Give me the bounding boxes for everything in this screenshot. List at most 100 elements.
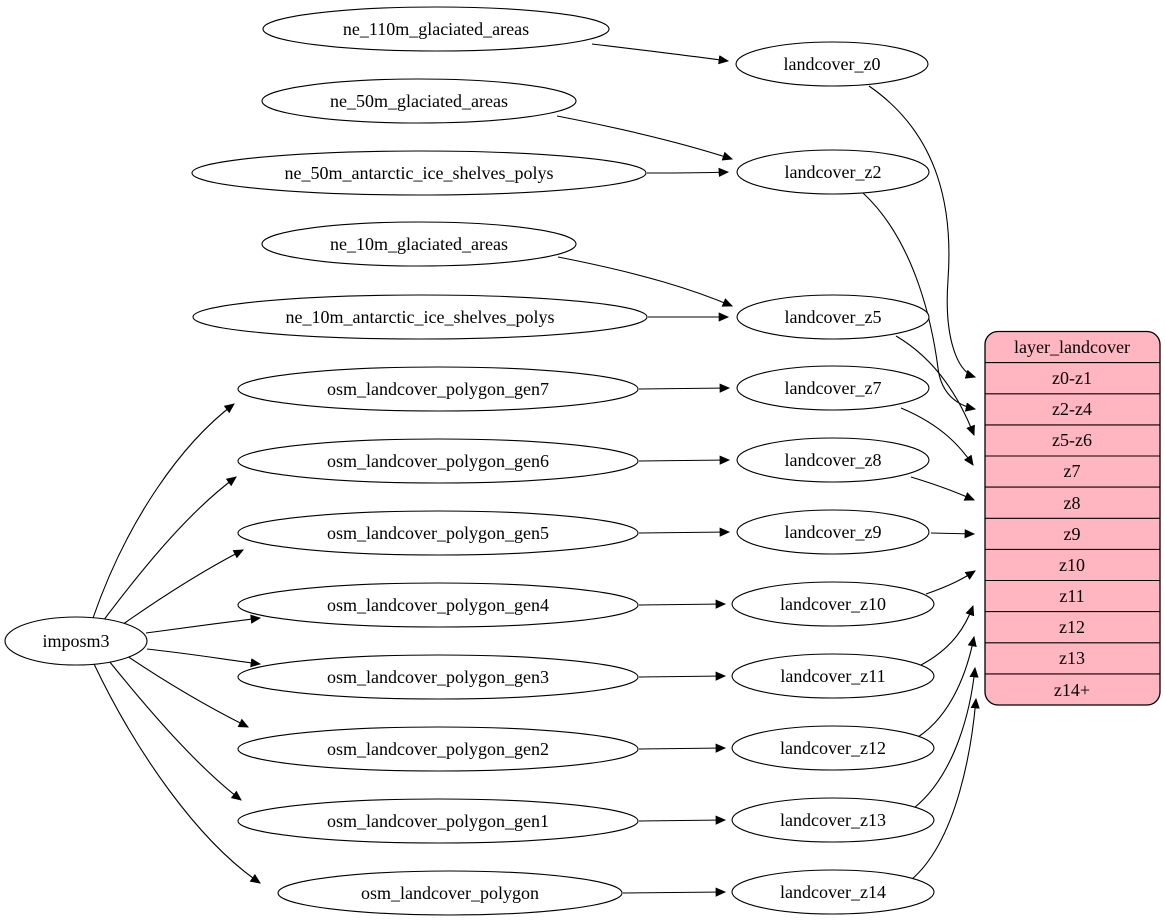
node-ne_10m_glaciated_areas: ne_10m_glaciated_areas: [261, 221, 577, 267]
node-landcover_z5: landcover_z5: [736, 294, 930, 340]
node-ne_10m_antarctic_ice_shelves_polys: ne_10m_antarctic_ice_shelves_polys: [192, 294, 648, 340]
edge-landcover_z7-row-z7: [900, 407, 974, 466]
node-osm_landcover_polygon: osm_landcover_polygon: [277, 870, 623, 916]
edge-ne_50m_glaciated_areas-landcover_z2: [556, 115, 734, 161]
edge-landcover_z14-row-z14plus: [910, 697, 980, 881]
node-imposm3-label: imposm3: [42, 631, 109, 651]
edge-imposm3-osm_landcover_polygon_gen4: [145, 614, 262, 634]
table-row-label-z8: z8: [1064, 493, 1081, 513]
node-landcover_z13-label: landcover_z13: [780, 810, 886, 830]
edge-landcover_z12-row-z12: [917, 635, 977, 738]
node-landcover_z12: landcover_z12: [731, 725, 935, 771]
edge-landcover_z9-row-z9: [930, 529, 976, 539]
node-osm_landcover_polygon_gen5: osm_landcover_polygon_gen5: [237, 510, 639, 556]
edge-osm_landcover_polygon_gen1-landcover_z13: [638, 815, 727, 825]
table-row-label-z11: z11: [1059, 586, 1084, 606]
node-imposm3-shape: [4, 616, 148, 666]
edge-landcover_z13-row-z13: [913, 666, 979, 809]
node-landcover_z2-label: landcover_z2: [785, 162, 882, 182]
node-osm_landcover_polygon_gen7-shape: [237, 366, 639, 412]
table-row-label-z12: z12: [1059, 617, 1085, 637]
node-landcover_z14: landcover_z14: [731, 869, 935, 915]
node-ne_10m_antarctic_ice_shelves_polys-label: ne_10m_antarctic_ice_shelves_polys: [286, 307, 555, 327]
node-osm_landcover_polygon_gen3-shape: [237, 654, 639, 700]
node-osm_landcover_polygon_gen2: osm_landcover_polygon_gen2: [237, 726, 639, 772]
node-osm_landcover_polygon_gen3-label: osm_landcover_polygon_gen3: [327, 667, 549, 687]
node-osm_landcover_polygon_gen1: osm_landcover_polygon_gen1: [237, 798, 639, 844]
node-landcover_z11: landcover_z11: [731, 653, 935, 699]
node-landcover_z11-shape: [731, 653, 935, 699]
node-landcover_z2: landcover_z2: [736, 149, 930, 195]
edge-imposm3-osm_landcover_polygon_gen1: [108, 660, 242, 801]
node-landcover_z9-label: landcover_z9: [785, 522, 882, 542]
node-osm_landcover_polygon_gen4-label: osm_landcover_polygon_gen4: [327, 595, 549, 615]
table-row-label-z13: z13: [1059, 648, 1085, 668]
node-landcover_z0-label: landcover_z0: [784, 54, 881, 74]
node-osm_landcover_polygon_gen6-shape: [237, 438, 639, 484]
edge-landcover_z5-row-z5-z6: [895, 335, 975, 437]
node-osm_landcover_polygon-shape: [277, 870, 623, 916]
node-ne_50m_antarctic_ice_shelves_polys: ne_50m_antarctic_ice_shelves_polys: [191, 150, 647, 196]
edge-imposm3-osm_landcover_polygon_gen3: [146, 648, 262, 668]
edge-ne_50m_antarctic_ice_shelves_polys-landcover_z2: [646, 167, 730, 177]
node-landcover_z9: landcover_z9: [736, 509, 930, 555]
node-osm_landcover_polygon_gen1-shape: [237, 798, 639, 844]
node-ne_10m_glaciated_areas-shape: [261, 221, 577, 267]
table-row-label-z0-z1: z0-z1: [1052, 368, 1092, 388]
node-landcover_z10: landcover_z10: [731, 581, 935, 627]
node-osm_landcover_polygon_gen6: osm_landcover_polygon_gen6: [237, 438, 639, 484]
table-row-label-z2-z4: z2-z4: [1052, 399, 1092, 419]
table-row-label-z14plus: z14+: [1054, 680, 1090, 700]
table-row-label-z5-z6: z5-z6: [1052, 430, 1092, 450]
node-ne_110m_glaciated_areas-shape: [262, 6, 610, 52]
node-ne_50m_antarctic_ice_shelves_polys-label: ne_50m_antarctic_ice_shelves_polys: [285, 163, 554, 183]
node-osm_landcover_polygon_gen4-shape: [237, 582, 639, 628]
edge-ne_110m_glaciated_areas-landcover_z0: [591, 43, 730, 65]
table-layer-landcover: layer_landcover z0-z1 z2-z4 z5-z6 z7 z8 …: [984, 330, 1161, 706]
node-osm_landcover_polygon_gen7: osm_landcover_polygon_gen7: [237, 366, 639, 412]
edge-osm_landcover_polygon_gen2-landcover_z12: [638, 743, 727, 753]
edge-osm_landcover_polygon_gen5-landcover_z9: [638, 527, 731, 537]
node-landcover_z14-shape: [731, 869, 935, 915]
node-landcover_z0-shape: [735, 41, 929, 87]
node-landcover_z7: landcover_z7: [736, 365, 930, 411]
node-osm_landcover_polygon_gen5-label: osm_landcover_polygon_gen5: [327, 523, 549, 543]
node-landcover_z12-shape: [731, 725, 935, 771]
node-ne_50m_antarctic_ice_shelves_polys-shape: [191, 150, 647, 196]
edge-landcover_z11-row-z11: [920, 604, 975, 666]
table-row-label-z10: z10: [1059, 555, 1085, 575]
node-osm_landcover_polygon_gen4: osm_landcover_polygon_gen4: [237, 582, 639, 628]
edge-landcover_z2-row-z2-z4: [862, 192, 977, 412]
edge-landcover_z8-row-z8: [910, 476, 976, 501]
node-landcover_z13-shape: [731, 797, 935, 843]
node-landcover_z10-label: landcover_z10: [780, 594, 886, 614]
node-landcover_z2-shape: [736, 149, 930, 195]
edge-osm_landcover_polygon_gen4-landcover_z10: [638, 599, 727, 609]
table-row-label-z7: z7: [1064, 461, 1081, 481]
node-landcover_z10-shape: [731, 581, 935, 627]
node-osm_landcover_polygon_gen2-label: osm_landcover_polygon_gen2: [327, 739, 549, 759]
edge-landcover_z0-row-z0-z1: [868, 85, 977, 379]
node-landcover_z8-label: landcover_z8: [785, 450, 882, 470]
node-landcover_z7-label: landcover_z7: [785, 378, 882, 398]
node-landcover_z13: landcover_z13: [731, 797, 935, 843]
node-ne_50m_glaciated_areas: ne_50m_glaciated_areas: [261, 78, 577, 124]
node-ne_110m_glaciated_areas: ne_110m_glaciated_areas: [262, 6, 610, 52]
edge-osm_landcover_polygon_gen7-landcover_z7: [638, 383, 731, 393]
node-osm_landcover_polygon-label: osm_landcover_polygon: [361, 883, 539, 903]
node-ne_50m_glaciated_areas-shape: [261, 78, 577, 124]
table-row-label-z9: z9: [1064, 524, 1081, 544]
table-header-label: layer_landcover: [1014, 337, 1130, 357]
edge-imposm3-osm_landcover_polygon_gen2: [126, 655, 249, 728]
node-osm_landcover_polygon_gen7-label: osm_landcover_polygon_gen7: [327, 379, 549, 399]
edge-group: [92, 43, 980, 897]
node-osm_landcover_polygon_gen5-shape: [237, 510, 639, 556]
node-landcover_z9-shape: [736, 509, 930, 555]
node-imposm3: imposm3: [4, 616, 148, 666]
node-osm_landcover_polygon_gen2-shape: [237, 726, 639, 772]
node-ne_10m_glaciated_areas-label: ne_10m_glaciated_areas: [330, 234, 508, 254]
node-landcover_z5-label: landcover_z5: [785, 307, 882, 327]
node-osm_landcover_polygon_gen3: osm_landcover_polygon_gen3: [237, 654, 639, 700]
